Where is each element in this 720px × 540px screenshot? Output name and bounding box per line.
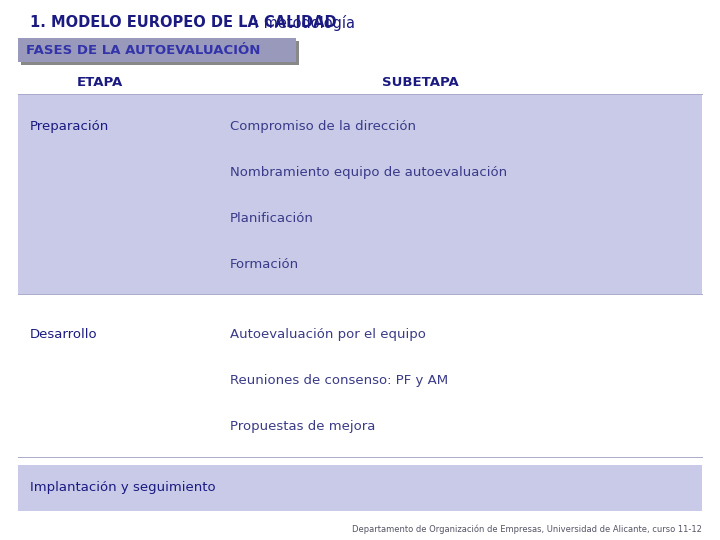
Text: Preparación: Preparación (30, 120, 109, 133)
Text: SUBETAPA: SUBETAPA (382, 76, 459, 89)
Text: : metodología: : metodología (254, 15, 355, 31)
FancyBboxPatch shape (18, 94, 702, 294)
FancyBboxPatch shape (18, 302, 702, 457)
FancyBboxPatch shape (18, 38, 296, 62)
Text: Desarrollo: Desarrollo (30, 328, 98, 341)
FancyBboxPatch shape (21, 41, 299, 65)
Text: Implantación y seguimiento: Implantación y seguimiento (30, 482, 215, 495)
Text: Nombramiento equipo de autoevaluación: Nombramiento equipo de autoevaluación (230, 166, 507, 179)
Text: Compromiso de la dirección: Compromiso de la dirección (230, 120, 416, 133)
Text: Autoevaluación por el equipo: Autoevaluación por el equipo (230, 328, 426, 341)
Text: FASES DE LA AUTOEVALUACIÓN: FASES DE LA AUTOEVALUACIÓN (26, 44, 261, 57)
Text: Formación: Formación (230, 258, 299, 271)
Text: ETAPA: ETAPA (77, 76, 123, 89)
Text: Reuniones de consenso: PF y AM: Reuniones de consenso: PF y AM (230, 374, 448, 387)
Text: Departamento de Organización de Empresas, Universidad de Alicante, curso 11-12: Departamento de Organización de Empresas… (352, 524, 702, 534)
Text: Propuestas de mejora: Propuestas de mejora (230, 420, 375, 433)
FancyBboxPatch shape (18, 465, 702, 511)
Text: 1. MODELO EUROPEO DE LA CALIDAD: 1. MODELO EUROPEO DE LA CALIDAD (30, 15, 337, 30)
Text: Planificación: Planificación (230, 212, 314, 225)
